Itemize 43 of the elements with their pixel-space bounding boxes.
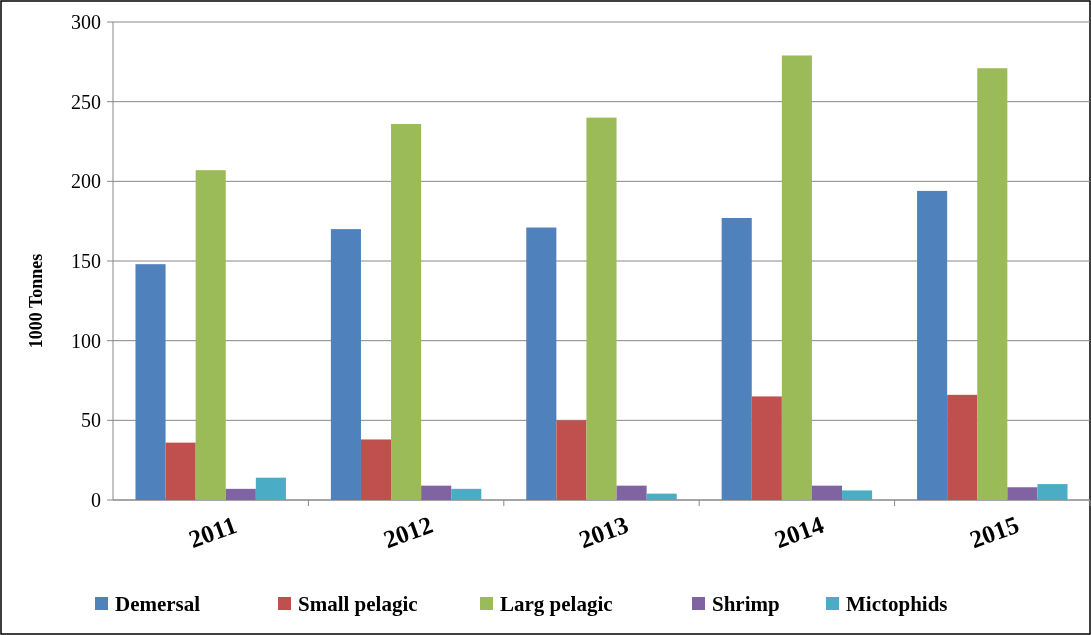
bar — [556, 420, 587, 500]
legend-label: Shrimp — [712, 592, 780, 617]
x-tick-label: 2011 — [185, 511, 241, 554]
bar — [751, 396, 782, 500]
legend-label: Larg pelagic — [500, 592, 613, 617]
y-tick-label: 300 — [71, 11, 101, 33]
bar — [721, 217, 752, 500]
y-tick-label: 100 — [71, 329, 101, 352]
y-tick-label: 0 — [91, 489, 101, 511]
bar — [330, 229, 361, 500]
bar — [1037, 484, 1068, 500]
bar — [586, 117, 617, 500]
bar — [421, 485, 452, 500]
x-tick-label: 2014 — [770, 510, 828, 554]
bar — [255, 477, 286, 500]
bar — [195, 170, 226, 500]
bar — [977, 68, 1008, 500]
x-tick-label: 2013 — [575, 510, 632, 554]
bar — [917, 190, 948, 500]
y-tick-label: 200 — [71, 170, 101, 193]
y-axis-title: 1000 Tonnes — [26, 253, 46, 349]
bar — [646, 493, 677, 500]
legend-label: Mictophids — [846, 592, 948, 617]
y-tick-label: 150 — [71, 250, 101, 272]
legend-label: Small pelagic — [298, 592, 418, 617]
legend-label: Demersal — [115, 592, 201, 617]
bar — [451, 488, 482, 500]
bar — [391, 123, 422, 500]
bar — [360, 439, 392, 500]
bar — [225, 488, 256, 500]
y-tick-label: 50 — [81, 409, 101, 432]
x-tick-label: 2015 — [966, 510, 1023, 554]
bar — [526, 227, 557, 500]
bar — [165, 442, 196, 500]
bar — [842, 490, 873, 500]
bar — [135, 264, 166, 500]
bar — [947, 394, 978, 500]
x-tick-label: 2012 — [380, 510, 437, 554]
bar — [1007, 487, 1038, 500]
bar — [811, 485, 843, 500]
y-tick-label: 250 — [71, 90, 101, 113]
bar — [616, 485, 647, 500]
bar — [781, 55, 812, 500]
